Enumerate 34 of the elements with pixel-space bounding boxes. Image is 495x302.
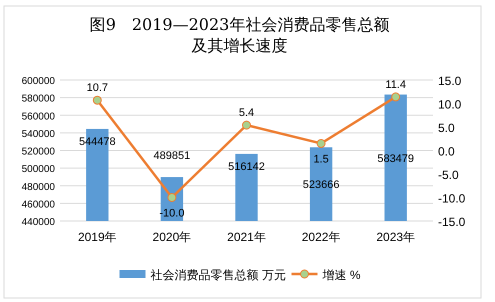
data-label: 1.5: [313, 153, 329, 166]
y2-tick-label: -10.0: [438, 192, 466, 206]
y2-tick-label: 0.0: [438, 144, 456, 158]
legend-label: 社会消费品零售总额 万元: [150, 268, 286, 282]
x-tick-label: 2020年: [152, 230, 192, 244]
data-label: 489851: [154, 150, 190, 162]
point: [167, 193, 176, 202]
point: [92, 96, 102, 105]
y-tick-label: 440000: [22, 217, 56, 228]
y2-tick-label: 5.0: [438, 121, 456, 135]
x-tick-label: 2022年: [302, 230, 340, 244]
data-label: 10.7: [86, 82, 108, 94]
x-tick-label: 2023年: [376, 230, 416, 244]
data-label: 11.4: [385, 78, 406, 91]
y2-tick-label: 15.0: [438, 74, 462, 88]
point: [391, 92, 400, 102]
x-tick-label: 2019年: [78, 230, 117, 244]
y-tick-label: 520000: [22, 146, 56, 158]
x-tick-label: 2021年: [227, 230, 266, 244]
y2-tick-label: -5.0: [438, 168, 460, 182]
y-tick-label: 560000: [22, 111, 56, 122]
y-tick-label: 460000: [22, 199, 56, 210]
chart-title: 图9 2019—2023年社会消费品零售总额及其增长速度: [90, 15, 390, 55]
y-tick-label: 580000: [22, 94, 56, 105]
y-tick-label: 500000: [22, 164, 56, 176]
y-tick-label: 600000: [22, 76, 56, 87]
point: [316, 138, 326, 148]
legend-label: 增速 %: [322, 268, 361, 282]
data-label: 5.4: [238, 107, 254, 120]
y-tick-label: 480000: [22, 182, 56, 193]
y-tick-label: 540000: [22, 128, 56, 140]
y2-tick-label: -15.0: [438, 215, 466, 229]
point: [242, 120, 251, 130]
y2-tick-label: 10.0: [438, 98, 462, 112]
